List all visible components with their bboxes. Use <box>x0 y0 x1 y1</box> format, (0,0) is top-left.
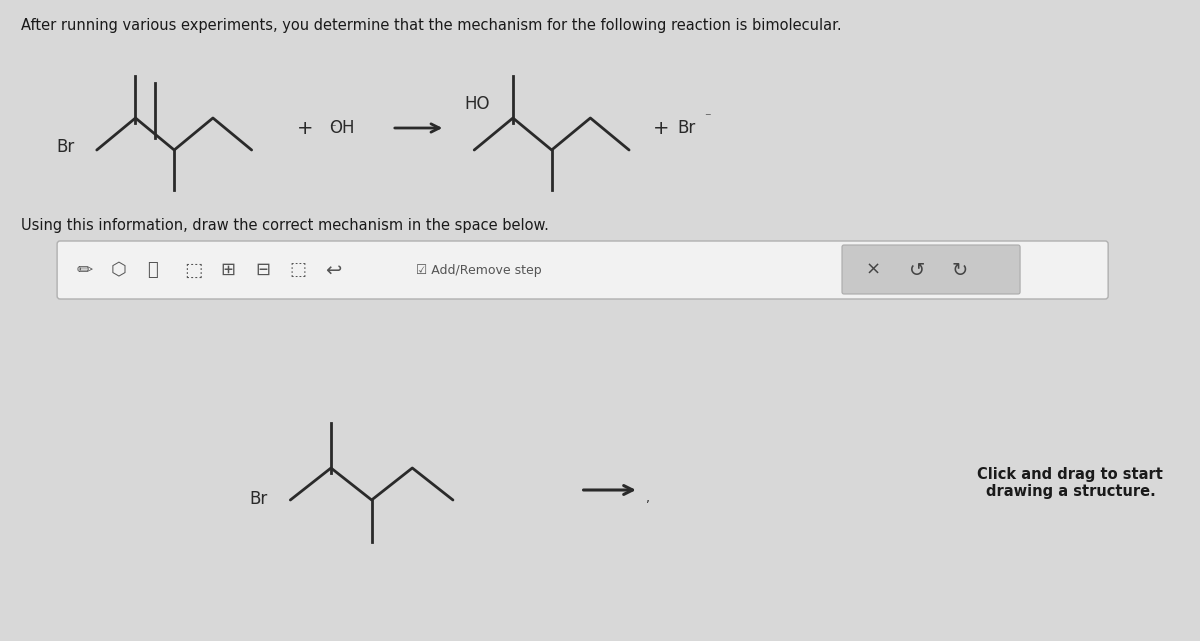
Text: After running various experiments, you determine that the mechanism for the foll: After running various experiments, you d… <box>22 18 842 33</box>
Text: ⁻: ⁻ <box>704 112 712 124</box>
FancyBboxPatch shape <box>842 245 1020 294</box>
Text: ↩: ↩ <box>325 260 341 279</box>
Text: ×: × <box>865 261 881 279</box>
Text: ⬡: ⬡ <box>110 261 126 279</box>
Text: ⁻: ⁻ <box>329 122 336 135</box>
Text: ↺: ↺ <box>910 260 925 279</box>
Text: ⊞: ⊞ <box>221 261 236 279</box>
Text: ⊟: ⊟ <box>256 261 271 279</box>
Text: ⬚: ⬚ <box>185 260 203 279</box>
Text: Br: Br <box>250 490 268 508</box>
Text: Using this information, draw the correct mechanism in the space below.: Using this information, draw the correct… <box>22 218 550 233</box>
Text: ⬚: ⬚ <box>289 261 306 279</box>
Text: Br: Br <box>56 138 74 156</box>
Text: +: + <box>653 119 670 138</box>
Text: HO: HO <box>464 95 490 113</box>
Text: Click and drag to start
drawing a structure.: Click and drag to start drawing a struct… <box>978 467 1163 499</box>
Text: OH: OH <box>329 119 354 137</box>
Text: Br: Br <box>678 119 696 137</box>
Text: ,: , <box>646 492 649 504</box>
Text: ✏: ✏ <box>77 260 94 279</box>
Text: +: + <box>296 119 313 138</box>
Text: ↻: ↻ <box>952 260 968 279</box>
Text: ✋: ✋ <box>148 261 158 279</box>
FancyBboxPatch shape <box>58 241 1108 299</box>
Text: ☑ Add/Remove step: ☑ Add/Remove step <box>416 263 541 276</box>
